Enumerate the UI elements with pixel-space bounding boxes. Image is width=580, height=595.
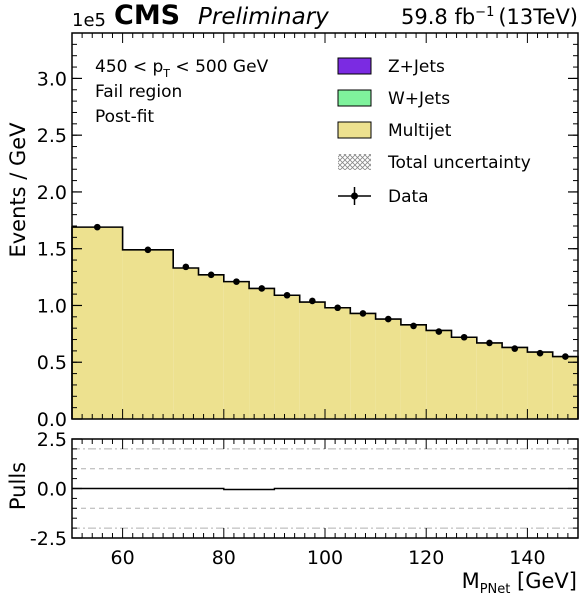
y-tick-label: 0.0 (37, 409, 67, 431)
data-point (435, 328, 443, 335)
multijet-bar (502, 347, 528, 419)
legend: Z+Jets W+Jets Multijet Total uncertainty… (337, 57, 531, 207)
data-point (384, 315, 392, 323)
lumi-label: 59.8 fb−1 (13TeV) (401, 5, 578, 29)
pulls-axis-label: Pulls (6, 462, 30, 510)
multijet-bar (375, 319, 401, 419)
main-axes: 0.0 0.5 1.0 1.5 2.0 2.5 3.0 (37, 32, 579, 431)
data-point (334, 304, 341, 312)
data-point (233, 278, 240, 285)
data-point (486, 339, 493, 347)
x-tick-label: 140 (509, 547, 545, 569)
multijet-stack (71, 226, 579, 419)
data-point (410, 322, 417, 330)
scale-factor: 1e5 (72, 10, 106, 31)
data-point (562, 353, 569, 360)
y-tick-label: 2.0 (37, 182, 67, 204)
x-tick-label: 120 (408, 547, 444, 569)
legend-data-marker (351, 192, 358, 200)
multijet-bar (274, 295, 300, 419)
multijet-bar (122, 249, 174, 419)
multijet-bar (325, 307, 351, 419)
multijet-bar (552, 356, 578, 419)
data-point (144, 246, 152, 254)
y-tick-label: 1.5 (37, 239, 67, 261)
fit-label: Post-fit (95, 107, 154, 127)
multijet-bar (476, 342, 503, 419)
legend-label-uncertainty: Total uncertainty (387, 153, 531, 173)
data-point (460, 333, 468, 341)
multijet-bar (249, 288, 275, 419)
legend-swatch-uncertainty (338, 154, 371, 170)
multijet-bar (400, 324, 427, 419)
data-point (309, 297, 316, 305)
multijet-step-line (71, 226, 579, 419)
legend-label-zjets: Z+Jets (388, 57, 445, 77)
pulls-y-tick-label: 0.0 (37, 479, 67, 501)
y-tick-label: 0.5 (37, 352, 67, 374)
multijet-bar (451, 337, 477, 419)
data-point (207, 271, 215, 279)
pulls-y-tick-label: -2.5 (30, 528, 67, 550)
legend-swatch-wjets (337, 89, 372, 107)
pulls-panel: -2.5 0.0 2.5 60 80 100 120 140 (30, 429, 579, 569)
legend-label-data: Data (388, 187, 429, 207)
x-axis-label: MPNet [GeV] (462, 569, 577, 595)
data-point (258, 285, 266, 292)
cms-label: CMS (114, 0, 180, 31)
y-tick-label: 1.0 (37, 295, 67, 317)
data-point (182, 263, 190, 271)
multijet-bar (350, 313, 376, 419)
y-axis-label: Events / GeV (6, 122, 30, 258)
data-point (94, 223, 101, 231)
data-point (359, 310, 367, 317)
multijet-bar (299, 302, 325, 419)
legend-swatch-multijet (337, 121, 372, 139)
x-tick-label: 100 (307, 547, 343, 569)
data-point (511, 345, 519, 352)
y-tick-label: 2.5 (37, 125, 67, 147)
multijet-bar (527, 352, 553, 419)
multijet-bar (72, 227, 123, 419)
preliminary-label: Preliminary (198, 4, 329, 30)
pt-range-label: 450 < pT < 500 GeV (95, 57, 269, 80)
legend-swatch-zjets (337, 57, 372, 75)
multijet-bar (426, 330, 452, 419)
multijet-bar (173, 268, 199, 419)
multijet-bar (223, 281, 250, 419)
legend-label-wjets: W+Jets (388, 89, 450, 109)
x-tick-label: 60 (111, 547, 135, 569)
data-points (94, 223, 569, 360)
region-label: Fail region (95, 82, 182, 102)
multijet-bar (198, 274, 224, 419)
pulls-step-line (72, 487, 578, 491)
data-point (283, 291, 291, 299)
y-tick-label: 3.0 (37, 68, 67, 90)
pulls-y-tick-label: 2.5 (37, 429, 67, 451)
legend-label-multijet: Multijet (388, 121, 452, 141)
data-point (536, 349, 544, 357)
x-tick-label: 80 (212, 547, 236, 569)
